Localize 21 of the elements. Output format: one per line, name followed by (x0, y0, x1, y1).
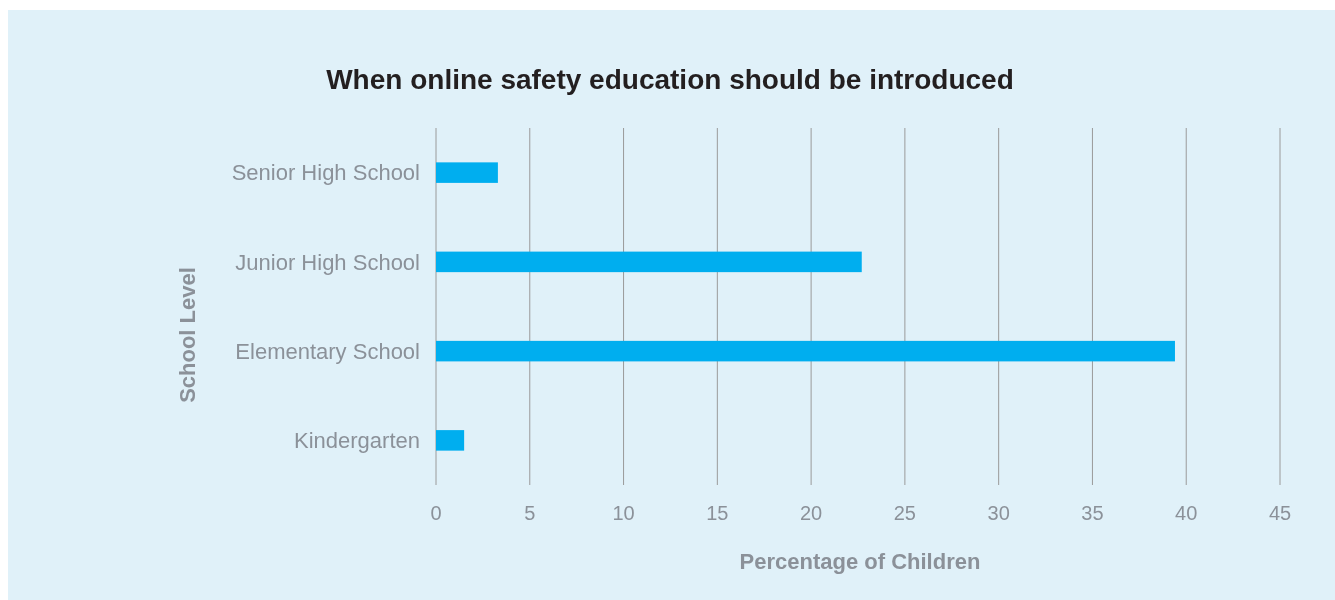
x-tick-label: 30 (987, 502, 1010, 524)
bar (436, 340, 1175, 362)
y-axis-title: School Level (175, 267, 200, 403)
y-tick-label: Senior High School (231, 160, 420, 186)
bar (436, 162, 498, 183)
chart-title: When online safety education should be introduced (326, 64, 1014, 95)
x-tick-label: 40 (1175, 502, 1198, 524)
x-tick-label: 5 (524, 502, 536, 524)
x-tick-label: 10 (612, 502, 635, 524)
y-tick-label: Junior High School (235, 249, 420, 275)
x-tick-label: 35 (1081, 502, 1104, 524)
x-tick-label: 15 (706, 502, 729, 524)
y-tick-label: Kindergarten (294, 428, 420, 454)
x-axis-title: Percentage of Children (739, 549, 981, 574)
x-tick-label: 20 (799, 502, 823, 524)
x-tick-label: 0 (430, 502, 442, 524)
bar (436, 251, 862, 273)
x-tick-label: 45 (1268, 502, 1292, 524)
y-tick-label: Elementary School (235, 338, 420, 364)
bar (436, 430, 465, 451)
x-tick-label: 25 (893, 502, 917, 524)
